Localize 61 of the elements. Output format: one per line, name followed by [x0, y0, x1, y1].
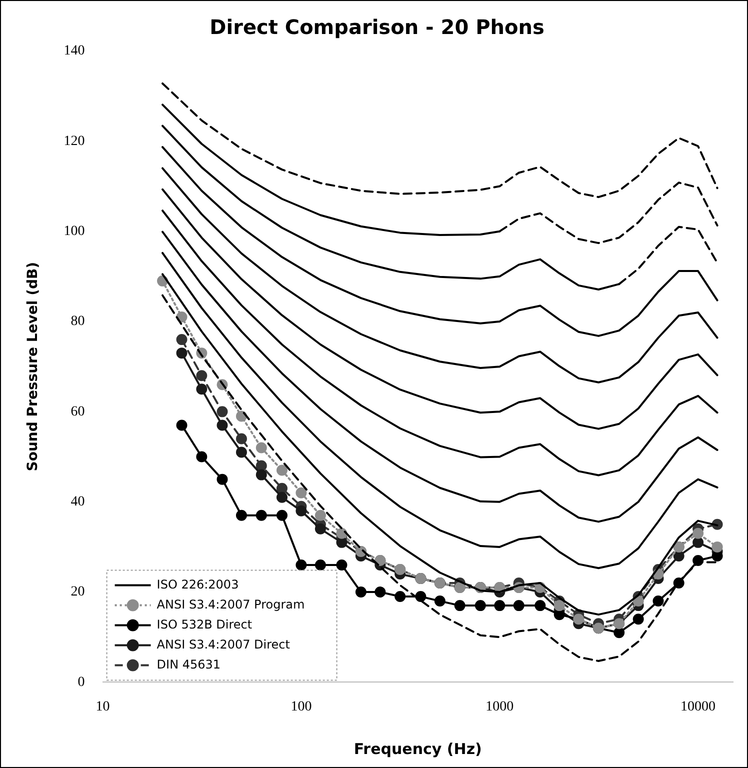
point [534, 600, 546, 612]
point [314, 523, 326, 534]
chart-title: Direct Comparison - 20 Phons [210, 15, 544, 40]
legend-label: ISO 226:2003 [156, 577, 239, 592]
y-tick-label: 40 [70, 494, 85, 510]
y-tick-label: 140 [64, 44, 85, 59]
point [692, 536, 704, 548]
point [276, 482, 288, 494]
point [614, 627, 625, 638]
point [632, 614, 644, 625]
point [296, 505, 307, 516]
point [374, 586, 386, 598]
point [415, 591, 426, 602]
point [673, 550, 684, 562]
point [652, 596, 664, 607]
point [236, 446, 247, 458]
point [176, 420, 188, 431]
legend-label: ANSI S3.4:2007 Program [156, 597, 305, 612]
x-tick-label: 100 [290, 699, 312, 714]
y-tick-label: 20 [70, 584, 85, 600]
point [336, 559, 348, 570]
point [296, 559, 307, 570]
point [513, 600, 524, 612]
point [176, 334, 188, 346]
point [474, 600, 486, 612]
point [276, 492, 288, 503]
point [256, 510, 267, 521]
point [314, 559, 326, 570]
point [196, 370, 208, 382]
point [276, 510, 288, 521]
point [256, 460, 267, 472]
legend-label: ISO 532B Direct [156, 617, 252, 632]
point [494, 600, 506, 612]
point [176, 348, 188, 359]
point [434, 596, 446, 607]
point [196, 384, 208, 395]
point [554, 609, 565, 620]
point [712, 550, 723, 562]
point [336, 536, 348, 548]
y-tick-label: 0 [78, 674, 85, 690]
x-tick-label: 10000 [680, 699, 716, 714]
y-tick-label: 100 [64, 224, 85, 240]
point [454, 600, 466, 612]
point [216, 420, 228, 431]
y-tick-label: 60 [70, 404, 85, 420]
legend-label: ANSI S3.4:2007 Direct [156, 637, 290, 652]
point [236, 510, 247, 521]
x-axis-title: Frequency (Hz) [354, 740, 482, 758]
point [196, 451, 208, 462]
point [216, 406, 228, 418]
x-tick-label: 10 [96, 699, 110, 714]
point [216, 474, 228, 485]
point [355, 586, 366, 598]
legend-label: DIN 45631 [156, 657, 221, 672]
x-tick-label: 1000 [486, 699, 514, 714]
point [394, 591, 406, 602]
y-axis-title: Sound Pressure Level (dB) [25, 262, 42, 472]
point [256, 469, 267, 480]
y-tick-label: 80 [70, 314, 85, 330]
point [236, 433, 247, 444]
y-tick-label: 120 [64, 134, 85, 149]
